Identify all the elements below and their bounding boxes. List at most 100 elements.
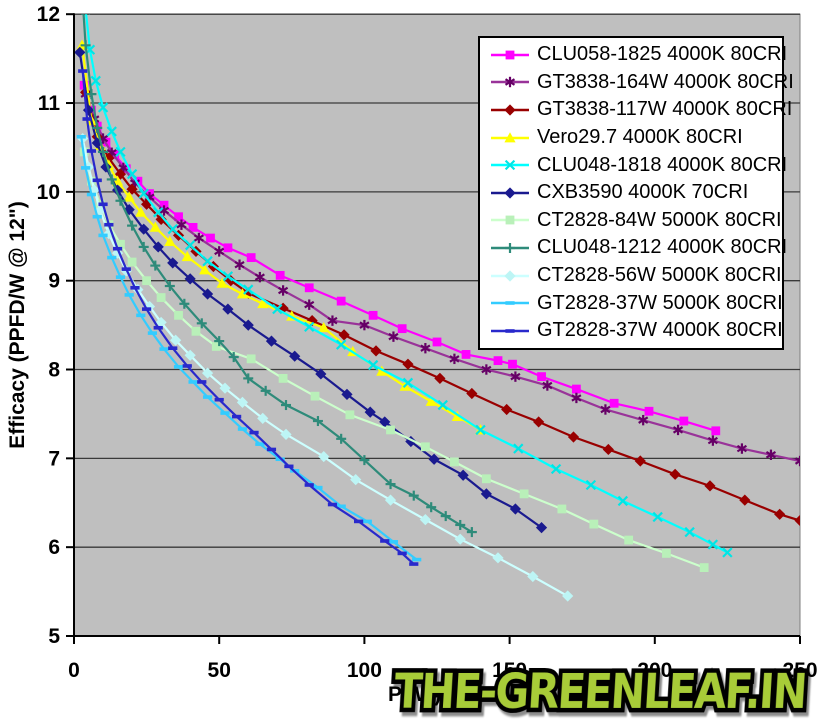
series-group <box>74 14 800 602</box>
marker <box>432 337 442 347</box>
series-clu048-1818-4000k-80cri <box>81 14 733 558</box>
marker <box>557 504 567 514</box>
marker <box>237 427 248 431</box>
marker <box>197 380 207 384</box>
series-line <box>80 136 418 561</box>
marker <box>246 253 256 262</box>
marker <box>450 457 459 467</box>
marker <box>707 436 718 445</box>
legend-item-cxb3590-4000k-70cri: CXB3590 4000K 70CRI <box>490 179 782 207</box>
marker <box>362 519 372 524</box>
marker <box>315 368 327 380</box>
marker <box>182 364 192 368</box>
marker <box>124 293 134 297</box>
legend-swatch-x-icon <box>491 159 529 171</box>
y-axis-title: Efficacy (PPFD/W @ 12") <box>6 201 29 449</box>
marker <box>236 288 249 299</box>
marker <box>98 233 108 238</box>
legend-label: GT3838-164W 4000K 80CRI <box>537 70 794 93</box>
legend-label: GT2828-37W 5000K 80CRI <box>537 291 783 314</box>
marker <box>402 358 414 370</box>
watermark: THE-GREENLEAF.IN THE-GREENLEAF.IN <box>388 660 811 723</box>
marker <box>327 502 338 507</box>
marker <box>550 463 562 475</box>
marker <box>535 522 548 534</box>
marker <box>136 313 146 318</box>
marker <box>704 480 716 492</box>
marker <box>359 321 370 329</box>
marker <box>562 590 574 602</box>
marker <box>405 435 417 448</box>
marker <box>167 223 178 235</box>
marker <box>533 416 545 428</box>
marker <box>284 464 294 469</box>
marker <box>644 406 654 416</box>
marker <box>78 69 88 73</box>
marker <box>364 406 376 418</box>
x-tick-label: 50 <box>208 659 231 682</box>
marker <box>504 78 516 87</box>
marker <box>184 239 196 251</box>
series-cxb3590-4000k-70cri <box>74 46 548 534</box>
marker <box>397 551 407 556</box>
marker <box>121 267 131 271</box>
marker <box>100 161 112 173</box>
marker <box>341 388 353 400</box>
legend-swatch-dash-icon <box>491 301 529 305</box>
y-tick-label: 7 <box>48 447 60 470</box>
legend-label: CLU048-1818 4000K 80CRI <box>537 153 788 176</box>
marker <box>82 117 92 121</box>
marker <box>345 410 355 420</box>
marker <box>327 316 338 325</box>
marker <box>92 214 102 219</box>
marker <box>699 563 709 573</box>
y-tick-label: 11 <box>38 92 61 115</box>
marker <box>266 447 277 452</box>
marker <box>370 345 382 357</box>
x-tick-label: 0 <box>68 659 80 682</box>
legend-swatch-plus-icon <box>491 242 529 253</box>
marker <box>449 355 460 363</box>
marker <box>90 75 101 86</box>
marker <box>527 570 539 583</box>
y-tick-label: 6 <box>48 536 60 559</box>
marker <box>278 373 288 383</box>
marker <box>116 239 125 249</box>
marker <box>571 384 581 394</box>
marker <box>669 468 681 480</box>
marker <box>232 414 242 419</box>
legend-item-ct2828-84w-5000k-80cri: CT2828-84W 5000K 80CRI <box>490 207 782 235</box>
marker <box>388 540 399 544</box>
marker <box>138 223 150 235</box>
marker <box>188 222 198 232</box>
legend-label: GT2828-37W 4000K 80CRI <box>537 319 783 342</box>
marker <box>722 547 733 558</box>
marker <box>492 552 504 564</box>
marker <box>106 126 117 137</box>
legend-label: Vero29.7 4000K 80CRI <box>537 126 743 149</box>
marker <box>481 365 492 374</box>
marker <box>652 511 663 523</box>
marker <box>158 206 170 215</box>
marker <box>437 399 448 411</box>
legend-label: CLU058-1825 4000K 80CRI <box>537 43 788 66</box>
series-clu048-1212-4000k-80cri <box>80 14 477 538</box>
marker <box>277 302 289 314</box>
marker <box>624 535 634 545</box>
marker <box>585 479 597 491</box>
marker <box>350 474 362 486</box>
marker <box>201 367 214 379</box>
marker <box>313 485 323 490</box>
series-gt3838-164w-4000k-80cri <box>80 88 800 467</box>
marker <box>571 394 582 402</box>
marker <box>115 146 126 158</box>
marker <box>504 131 516 142</box>
marker <box>602 443 614 456</box>
marker <box>206 233 215 243</box>
marker <box>234 260 245 269</box>
marker <box>318 450 330 463</box>
marker <box>159 347 169 351</box>
marker <box>74 46 86 58</box>
legend-item-gt2828-37w-4000k-80cri: GT2828-37W 4000K 80CRI <box>490 317 783 345</box>
marker <box>81 166 91 170</box>
